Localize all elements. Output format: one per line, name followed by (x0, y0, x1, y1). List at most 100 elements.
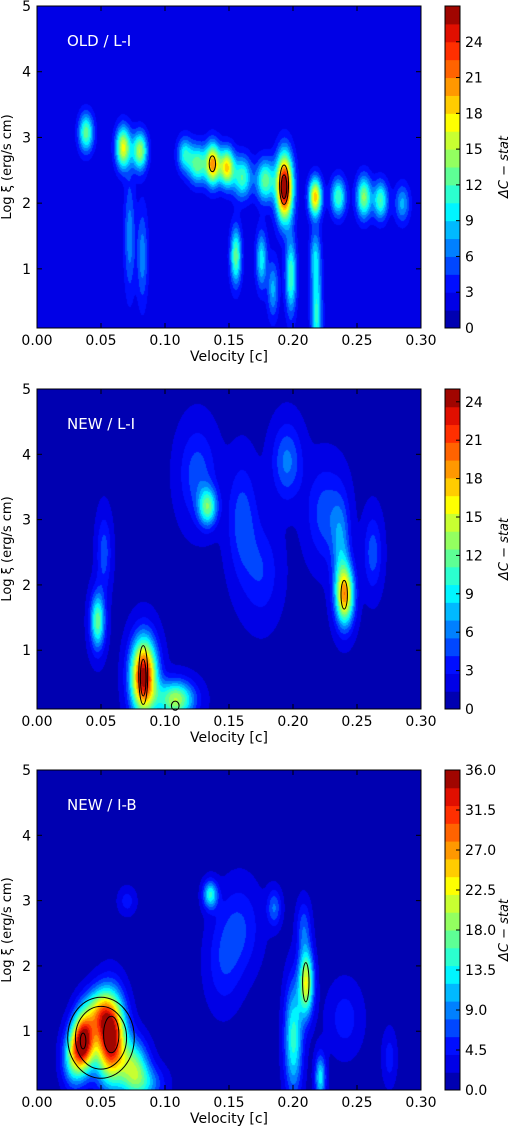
colorbar-tick-label: 18 (465, 472, 483, 488)
colorbar-level (445, 691, 460, 710)
x-tick-label: 0.30 (405, 1095, 436, 1111)
colorbar-tick-label: 27.0 (465, 843, 496, 859)
colorbar-level (445, 310, 460, 329)
colorbar-level (445, 1036, 460, 1055)
colorbar-level (445, 59, 460, 79)
colorbar-level (445, 256, 460, 275)
colorbar-level (445, 389, 460, 408)
colorbar-level (445, 460, 460, 479)
x-tick-label: 0.10 (149, 333, 180, 349)
colorbar-level (445, 495, 460, 514)
y-tick-label: 5 (22, 382, 31, 398)
colorbar-level (445, 477, 460, 497)
x-axis-label: Velocity [c] (190, 1111, 268, 1127)
y-tick-label: 3 (22, 513, 31, 529)
colorbar-level (445, 406, 460, 426)
colorbar-tick-label: 0.0 (465, 1083, 487, 1099)
colorbar-level (445, 673, 460, 692)
colorbar-level (445, 983, 460, 1002)
x-tick-label: 0.05 (85, 1095, 116, 1111)
colorbar-level (445, 531, 460, 550)
colorbar-frame (444, 388, 461, 710)
colorbar-level (445, 238, 460, 257)
x-tick-label: 0.00 (21, 1095, 52, 1111)
chart-panel-2: NEW / L-I 0.00 0.05 0.10 0.15 0.20 0.25 0.30 Vel… (0, 382, 512, 746)
colorbar-tick-label: 18.0 (465, 923, 496, 939)
colorbar-tick-label: 12 (465, 178, 483, 194)
colorbar-tick-label: 12 (465, 548, 483, 564)
colorbar: 0 3 6 9 12 15 18 21 24 ΔC − stat (444, 5, 512, 337)
colorbar-tick-label: 15 (465, 510, 483, 526)
y-tick-label: 2 (22, 578, 31, 594)
colorbar-tick-label: 24 (465, 35, 483, 51)
contour-line (74, 1005, 128, 1070)
colorbar-level (445, 6, 460, 25)
colorbar-tick-label: 3 (465, 664, 474, 680)
colorbar: 0 3 6 9 12 15 18 21 24 ΔC − stat (444, 388, 512, 718)
colorbar-label: ΔC − stat (497, 135, 512, 199)
colorbar-level (445, 584, 460, 603)
y-axis-label: Log ξ (erg/s cm) (0, 496, 15, 601)
panel-label: OLD / L-I (67, 32, 131, 50)
colorbar-level (445, 1001, 460, 1020)
x-tick-label: 0.30 (405, 333, 436, 349)
contour-line (280, 174, 288, 200)
colorbar-tick-label: 36.0 (465, 763, 496, 779)
colorbar-tick-label: 9.0 (465, 1003, 487, 1019)
x-tick-label: 0.15 (213, 1095, 244, 1111)
y-tick-label: 4 (22, 447, 31, 463)
colorbar-level (445, 23, 460, 43)
heatmap-image (37, 6, 421, 328)
colorbar-level (445, 77, 460, 96)
colorbar-tick-label: 9 (465, 214, 474, 230)
colorbar-level (445, 1018, 460, 1038)
colorbar-level (445, 41, 460, 61)
y-tick-label: 1 (22, 1024, 31, 1040)
y-tick-label: 2 (22, 196, 31, 212)
colorbar-level (445, 965, 460, 984)
colorbar-level (445, 930, 460, 949)
y-tick-label: 4 (22, 828, 31, 844)
y-tick-label: 3 (22, 130, 31, 146)
colorbar-tick-label: 6 (465, 249, 474, 265)
colorbar-level (445, 894, 460, 913)
contour-line (138, 645, 149, 705)
colorbar-tick-label: 21 (465, 71, 483, 87)
contour-line (302, 962, 310, 1003)
colorbar-level (445, 602, 460, 621)
colorbar-level (445, 424, 460, 443)
contour-line (67, 996, 135, 1079)
x-tick-label: 0.20 (277, 333, 308, 349)
x-tick-label: 0.10 (149, 714, 180, 730)
colorbar-tick-label: 24 (465, 395, 483, 411)
colorbar-level (445, 770, 460, 789)
colorbar-level (445, 876, 460, 895)
y-tick-label: 5 (22, 763, 31, 779)
y-tick-label: 3 (22, 894, 31, 910)
colorbar-tick-label: 21 (465, 433, 483, 449)
colorbar-level (445, 184, 460, 204)
x-tick-label: 0.20 (277, 714, 308, 730)
x-tick-label: 0.05 (85, 333, 116, 349)
colorbar-tick-label: 18 (465, 106, 483, 122)
colorbar-tick-label: 13.5 (465, 963, 496, 979)
colorbar-level (445, 167, 460, 186)
heatmap-image (37, 770, 421, 1090)
colorbar-level (445, 95, 460, 114)
x-tick-label: 0.15 (213, 714, 244, 730)
x-tick-label: 0.25 (341, 1095, 372, 1111)
x-tick-label: 0.25 (341, 333, 372, 349)
colorbar-tick-label: 22.5 (465, 883, 496, 899)
x-axis-label: Velocity [c] (190, 349, 268, 365)
colorbar-level (445, 823, 460, 842)
colorbar-level (445, 1054, 460, 1073)
colorbar-label: ΔC − stat (497, 517, 512, 581)
colorbar-tick-label: 15 (465, 142, 483, 158)
colorbar-tick-label: 3 (465, 285, 474, 301)
colorbar-frame (444, 5, 461, 329)
contour-line (279, 164, 290, 205)
contour-line (170, 700, 180, 711)
colorbar-tick-label: 4.5 (465, 1043, 487, 1059)
colorbar-tick-label: 0 (465, 321, 474, 337)
